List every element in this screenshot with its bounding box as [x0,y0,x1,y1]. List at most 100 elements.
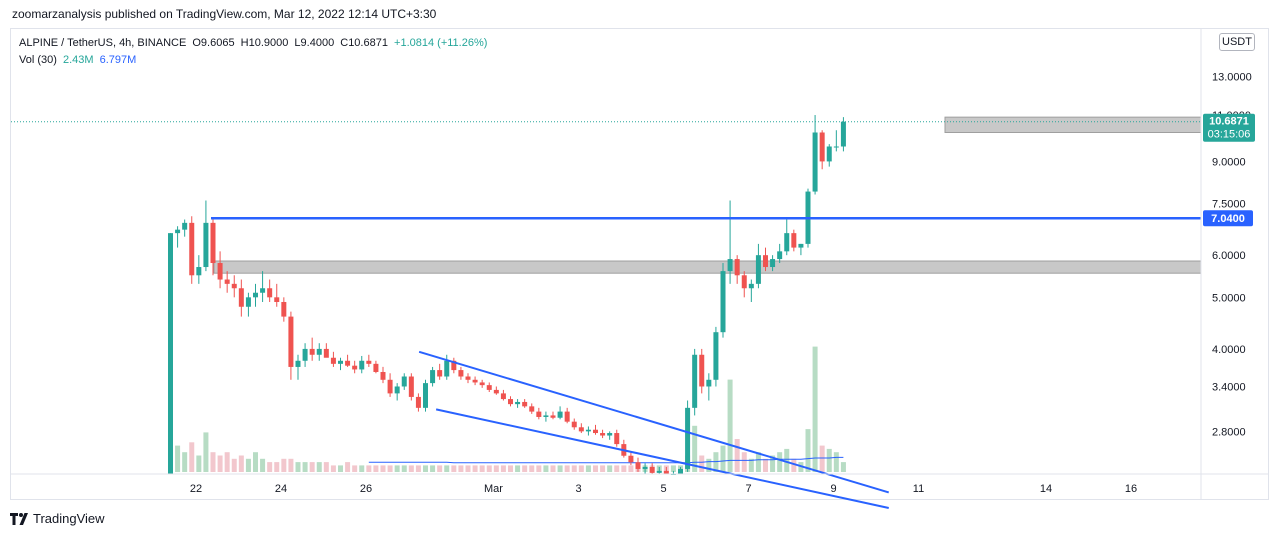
volume-bar [500,465,506,472]
volume-bar [451,465,457,472]
candle [607,431,613,440]
volume-bar [692,425,698,472]
candle [642,463,648,474]
candle-body [444,360,450,377]
x-tick-label: 5 [660,483,666,495]
publisher-line: zoomarzanalysis published on TradingView… [12,7,437,21]
candle-body [826,146,832,162]
candle [798,243,804,256]
candle-body [706,379,712,387]
zones-layer [213,116,1202,274]
candle-body [543,415,549,417]
candle-body [741,275,747,289]
volume-bar [727,379,733,472]
candle-body [755,255,761,284]
candle-body [231,283,237,289]
candle-body [607,433,613,436]
candle [245,292,251,317]
candle [196,255,202,284]
candle-body [550,415,556,418]
candle [408,373,414,401]
candle [826,144,832,167]
volume-label[interactable]: Vol (30) [19,54,57,66]
candle-body [451,360,457,371]
candle-body [274,297,280,302]
candle [840,117,846,152]
candle [345,354,351,367]
candle [678,467,683,474]
candle [253,283,258,307]
candle [168,233,173,474]
candle [833,130,839,152]
candle [819,130,825,170]
candle-body [345,360,351,366]
candle-body [763,255,768,268]
candle [741,271,747,298]
candle [500,389,506,401]
candle [656,467,662,474]
volume-bar [833,452,839,472]
candle [316,343,322,361]
volume-bar [281,458,287,472]
candle [734,255,740,284]
volume-bar [614,465,620,472]
candle-body [359,360,365,370]
volume-bar [430,465,436,472]
volume-bar [309,462,315,472]
candle [536,407,542,420]
volume-bar [543,465,549,472]
candle [203,200,209,272]
candle-body [253,292,258,298]
volume-bar [755,452,761,472]
candle-body [260,288,266,293]
x-tick-label: 9 [830,483,836,495]
volume-bar [231,458,237,472]
candle [267,279,273,302]
x-tick-label: 22 [190,483,202,495]
candle [238,279,244,317]
volume-bar [175,445,181,472]
volume-ma-line [368,456,844,464]
candle-body [281,301,287,317]
candle [437,363,443,380]
volume-bar [217,455,223,472]
volume-bar [182,452,188,472]
volume-bar [508,465,513,472]
candle-body [394,386,400,394]
currency-unit-button[interactable]: USDT [1219,33,1255,51]
volume-bar [840,462,846,472]
candle [465,373,471,384]
candle [423,379,428,412]
candle-body [564,411,570,422]
candle [777,243,783,264]
candle [727,200,733,284]
candle [288,311,294,380]
candle-body [238,288,244,307]
candle-body [302,348,308,361]
candle [366,354,372,367]
volume-bar [189,442,195,472]
high-value: H10.9000 [240,37,289,49]
candle [699,348,705,394]
candle [649,463,655,474]
candle-body [713,332,719,380]
volume-bar [203,432,209,472]
candle-body [288,316,294,367]
candle [663,467,669,474]
candle [515,399,521,408]
footer-brand[interactable]: TradingView [10,511,105,526]
volume-bar [536,465,542,472]
annotation-lines-layer [11,121,1201,509]
candle-body [628,455,634,463]
change-value: +1.0814 (+11.26%) [394,37,488,49]
y-tick-label: 5.0000 [1212,292,1246,304]
volume-ma-layer [368,456,844,464]
volume-bar [380,465,386,472]
candle-body [401,376,407,387]
candle [323,343,329,358]
candle [373,360,379,374]
candle-body [812,132,818,192]
volume-bar [486,465,492,472]
symbol-label[interactable]: ALPINE / TetherUS, 4h, BINANCE [19,37,187,49]
